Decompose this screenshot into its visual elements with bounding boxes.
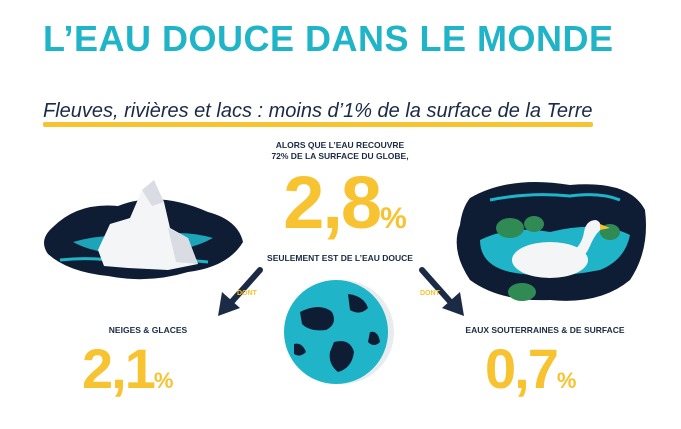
globe-icon: [284, 280, 394, 384]
arrow-left-icon: [218, 267, 263, 316]
center-figure: 2,8%: [255, 160, 435, 245]
left-dont-label: DONT: [237, 290, 257, 297]
center-caption: SEULEMENT EST DE L’EAU DOUCE: [267, 253, 413, 263]
right-value: 0,7: [485, 337, 559, 400]
center-value: 2,8: [283, 161, 382, 244]
subtitle-block: Fleuves, rivières et lacs : moins d’1% d…: [43, 100, 593, 127]
arrow-right-icon: [419, 267, 464, 316]
center-unit: %: [380, 202, 407, 235]
right-unit: %: [556, 368, 577, 393]
subtitle-underline: [43, 122, 593, 127]
center-intro-line2: 72% DE LA SURFACE DU GLOBE,: [271, 151, 409, 161]
subtitle: Fleuves, rivières et lacs : moins d’1% d…: [43, 100, 593, 122]
page-title: L’EAU DOUCE DANS LE MONDE: [43, 18, 614, 59]
left-value: 2,1: [82, 337, 156, 400]
iceberg-illustration: [44, 180, 243, 280]
right-figure: 0,7%: [485, 336, 576, 401]
left-label: NEIGES & GLACES: [108, 325, 188, 335]
right-dont-label: DONT: [420, 290, 440, 297]
lake-swan-illustration: [456, 181, 646, 301]
center-intro: ALORS QUE L’EAU RECOUVRE 72% DE LA SURFA…: [250, 140, 430, 162]
left-figure: 2,1%: [82, 336, 173, 401]
right-label: EAUX SOUTERRAINES & DE SURFACE: [465, 325, 625, 335]
center-intro-line1: ALORS QUE L’EAU RECOUVRE: [275, 140, 405, 150]
left-unit: %: [153, 368, 174, 393]
